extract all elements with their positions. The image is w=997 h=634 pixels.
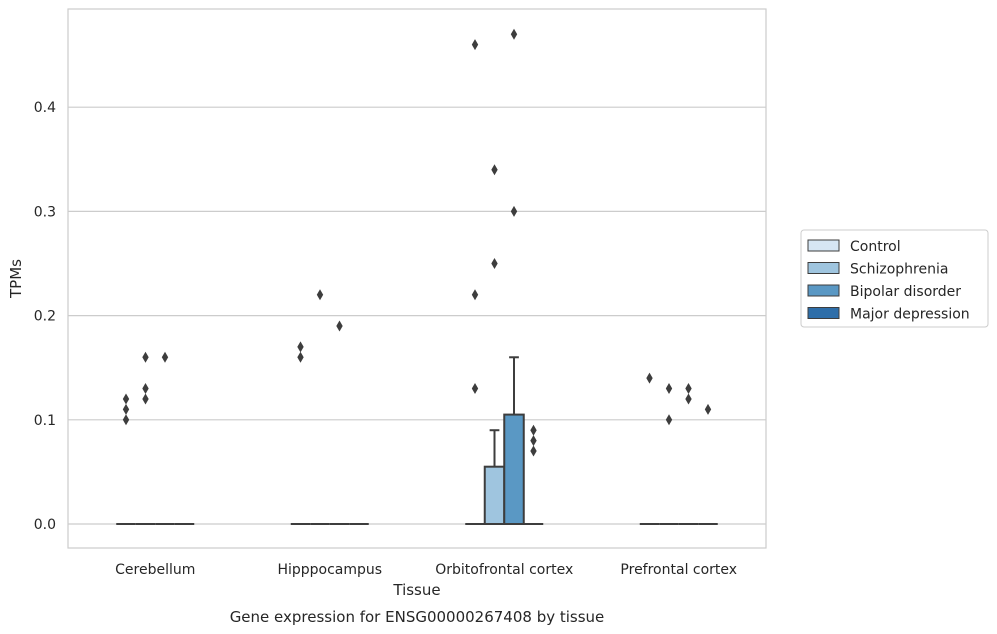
outlier-point: [530, 435, 537, 447]
legend-swatch: [807, 284, 840, 297]
y-tick-label: 0.4: [34, 100, 56, 116]
outlier-point: [510, 28, 518, 40]
outlier-point: [471, 289, 479, 301]
outlier-point: [122, 403, 130, 415]
box-bipolar-disorder-3: [678, 383, 699, 525]
outlier-point: [665, 383, 673, 395]
box-schizophrenia-2: [483, 164, 506, 526]
outlier-point: [142, 351, 149, 363]
plot-area-frame: [67, 8, 767, 549]
x-tick-label: Hipppocampus: [277, 562, 382, 578]
box-schizophrenia-3: [659, 383, 679, 525]
outlier-point: [685, 393, 692, 405]
x-tick-label: Cerebellum: [115, 562, 195, 578]
legend-swatch: [807, 239, 840, 252]
x-tick-label: Orbitofrontal cortex: [435, 562, 573, 578]
box-control-3: [639, 372, 660, 525]
outlier-point: [665, 414, 673, 426]
outlier-point: [471, 383, 479, 395]
legend-frame: [800, 229, 989, 328]
outlier-point: [336, 320, 343, 332]
legend: Control Schizophrenia Bipolar disorder Majo…: [800, 229, 989, 328]
box-control-2: [465, 39, 485, 525]
y-tick-labels: 0.0 0.1 0.2 0.3 0.4: [34, 100, 56, 533]
box-major-depression-2: [523, 424, 544, 525]
outlier-point: [704, 403, 712, 415]
box-body: [483, 465, 506, 526]
grid-lines: [68, 106, 766, 525]
box-bipolar-disorder-2: [503, 28, 525, 525]
x-tick-label: Prefrontal cortex: [620, 562, 737, 578]
y-tick-label: 0.0: [34, 517, 56, 533]
legend-label: Bipolar disorder: [850, 284, 961, 300]
box-marks: [116, 28, 718, 526]
y-axis-title: TPMs: [7, 259, 25, 299]
y-tick-label: 0.1: [34, 413, 56, 429]
outlier-point: [530, 445, 537, 457]
outlier-point: [685, 383, 692, 395]
outlier-point: [510, 205, 518, 217]
outlier-point: [142, 393, 149, 405]
legend-swatch: [807, 262, 840, 274]
outlier-point: [316, 289, 324, 301]
box-bipolar-disorder-0: [155, 351, 175, 525]
legend-swatch: [807, 307, 840, 319]
outlier-point: [122, 414, 130, 426]
box-major-depression-3: [698, 403, 718, 525]
outlier-point: [297, 341, 304, 353]
outlier-point: [471, 39, 479, 51]
box-bipolar-disorder-1: [329, 320, 350, 525]
x-axis-title: Tissue: [392, 581, 440, 599]
chart-caption: Gene expression for ENSG00000267408 by t…: [230, 608, 605, 626]
outlier-point: [646, 372, 653, 384]
y-tick-label: 0.3: [34, 204, 56, 220]
outlier-point: [491, 164, 498, 176]
box-schizophrenia-0: [135, 351, 156, 525]
box-control-0: [116, 393, 136, 525]
legend-label: Schizophrenia: [850, 262, 948, 278]
outlier-point: [122, 393, 130, 405]
legend-label: Major depression: [850, 307, 970, 323]
outlier-point: [297, 351, 304, 363]
outlier-point: [491, 258, 498, 269]
box-body: [503, 413, 525, 525]
x-tick-labels: Cerebellum Hipppocampus Orbitofrontal cort…: [115, 562, 737, 578]
outlier-point: [530, 424, 537, 436]
outlier-point: [142, 383, 149, 395]
box-control-1: [290, 341, 311, 525]
outlier-point: [161, 351, 169, 363]
y-tick-label: 0.2: [34, 309, 56, 325]
box-schizophrenia-1: [310, 289, 330, 525]
legend-label: Control: [850, 239, 901, 255]
